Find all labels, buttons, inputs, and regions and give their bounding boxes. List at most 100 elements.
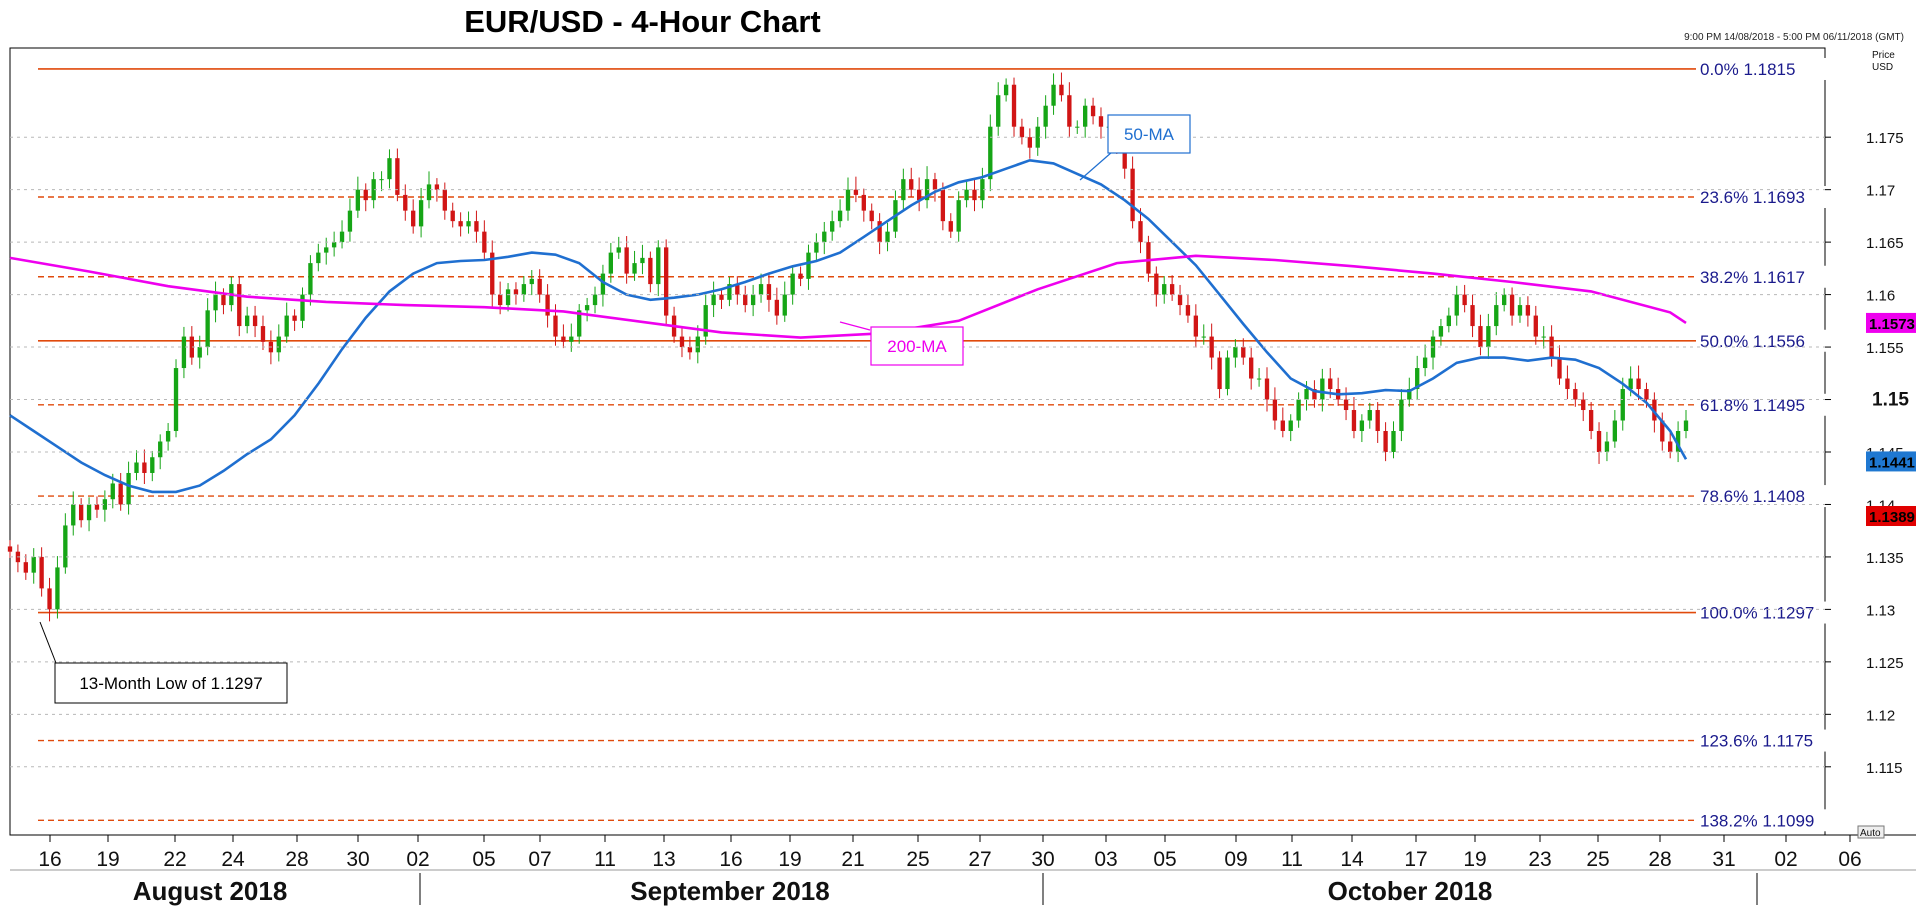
y-tick-label: 1.17 <box>1866 183 1895 200</box>
candle-body <box>703 305 708 337</box>
candle-body <box>1675 431 1681 452</box>
candle-body <box>118 483 123 505</box>
candle-body <box>750 294 756 306</box>
candle-body <box>1652 399 1657 421</box>
candle-body <box>624 247 629 274</box>
candle-body <box>909 179 914 190</box>
candle-body <box>47 588 52 610</box>
candle-body <box>260 326 266 342</box>
candle-body <box>1035 126 1040 148</box>
candle-body <box>513 289 519 295</box>
fibonacci-levels: 0.0% 1.1815 23.6% 1.1693 38.2% 1.1617 50.0%… <box>38 57 1826 832</box>
candle-body <box>1668 441 1673 452</box>
x-tick-label: 11 <box>594 848 616 871</box>
candle-body <box>1280 420 1285 432</box>
candle-body <box>158 441 163 458</box>
chart-title: EUR/USD - 4-Hour Chart <box>464 4 821 39</box>
candle-body <box>1636 378 1641 390</box>
candle-body <box>1193 315 1199 337</box>
candle-body <box>1090 105 1096 117</box>
candle-body <box>1019 126 1025 138</box>
candle-body <box>418 200 424 227</box>
candle-body <box>86 504 92 521</box>
candle-body <box>592 294 598 306</box>
x-tick-label: 25 <box>906 848 929 871</box>
candle-body <box>205 310 210 348</box>
candle-body <box>1454 294 1459 316</box>
x-tick-label: 03 <box>1094 848 1117 871</box>
fib-label-bg <box>1696 329 1826 352</box>
candles <box>7 72 1689 622</box>
candle-body <box>197 347 202 358</box>
candle-body <box>221 294 226 306</box>
y-tick-label: 1.15 <box>1872 390 1909 411</box>
fib-label-bg <box>1696 729 1826 752</box>
candle-body <box>521 284 527 295</box>
candle-body <box>276 336 281 353</box>
candle-body <box>505 289 511 306</box>
x-tick-label: 28 <box>1648 848 1671 871</box>
candle-body <box>1391 431 1396 452</box>
candle-body <box>1011 84 1017 127</box>
month-label: September 2018 <box>630 876 829 906</box>
candle-body <box>1075 126 1080 128</box>
candle-body <box>561 336 566 342</box>
candle-body <box>1462 294 1467 306</box>
candle-body <box>1573 389 1578 400</box>
x-tick-label: 24 <box>221 848 245 871</box>
fib-level-label: 38.2% 1.1617 <box>1700 268 1805 287</box>
x-tick-label: 05 <box>472 848 495 871</box>
candle-body <box>1343 399 1349 411</box>
candle-body <box>1525 305 1531 316</box>
x-tick-label: 16 <box>719 848 742 871</box>
candle-body <box>126 472 131 505</box>
candle-body <box>988 126 993 180</box>
candle-body <box>814 242 819 253</box>
candle-body <box>434 184 440 190</box>
candle-body <box>996 95 1001 127</box>
price-badges: 1.1573 1.1441 1.1389 <box>1866 312 1916 527</box>
candle-body <box>363 189 368 201</box>
x-tick-label: 05 <box>1153 848 1176 871</box>
y-tick-label: 1.125 <box>1866 655 1904 672</box>
x-tick-label: 16 <box>38 848 61 871</box>
candle-body <box>648 257 653 285</box>
x-tick-label: 23 <box>1528 848 1551 871</box>
ma200-callout-leader <box>839 321 871 331</box>
candle-body <box>150 457 155 473</box>
plot-frame <box>9 47 1916 871</box>
candle-body <box>798 273 803 279</box>
y-tick-label: 1.12 <box>1866 707 1895 724</box>
candle-body <box>845 189 851 211</box>
candle-body <box>245 315 250 327</box>
candle-body <box>529 278 534 285</box>
low-callout-label: 13-Month Low of 1.1297 <box>79 674 262 693</box>
candle-body <box>339 231 345 243</box>
candle-body <box>300 294 305 321</box>
candle-body <box>640 257 645 264</box>
candle-body <box>1098 116 1104 127</box>
y-unit-label: USD <box>1872 62 1893 73</box>
candle-body <box>1209 336 1214 358</box>
ma200-callout-label: 200-MA <box>887 337 947 356</box>
candle-body <box>1486 326 1491 348</box>
candle-body <box>347 210 353 232</box>
candle-body <box>885 231 890 243</box>
candle-body <box>553 315 558 337</box>
candle-body <box>1351 410 1357 432</box>
x-tick-label: 02 <box>406 848 429 871</box>
candle-body <box>1502 294 1507 306</box>
candle-body <box>292 315 297 321</box>
candle-body <box>743 294 748 306</box>
candle-body <box>395 158 400 195</box>
candle-body <box>308 263 313 295</box>
fib-level-label: 0.0% 1.1815 <box>1700 60 1795 79</box>
candle-body <box>837 210 843 222</box>
candle-body <box>972 189 977 201</box>
low-callout-box <box>54 662 288 704</box>
candle-body <box>102 499 108 510</box>
candle-body <box>577 310 582 337</box>
candle-body <box>1438 326 1444 337</box>
candle-body <box>23 562 28 573</box>
candle-body <box>1533 315 1538 337</box>
